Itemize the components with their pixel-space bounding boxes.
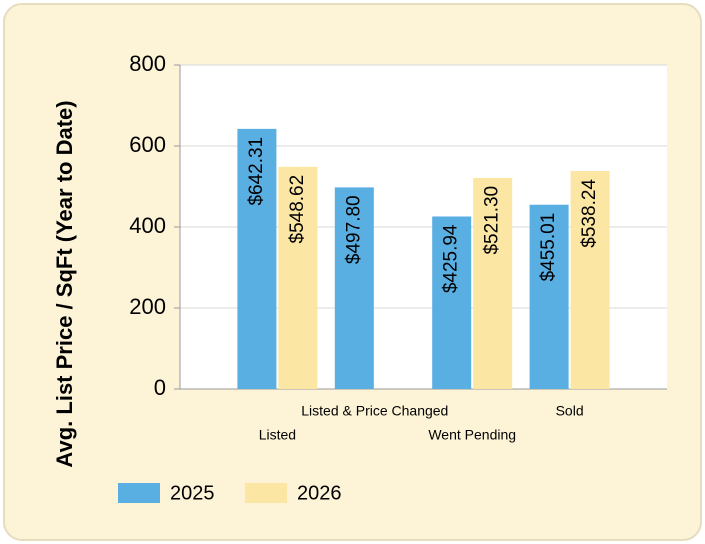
bar	[529, 204, 569, 389]
value-label: $521.30	[482, 186, 503, 255]
value-label: $642.31	[246, 137, 267, 206]
x-tick-label: Listed & Price Changed	[301, 403, 448, 419]
bar	[570, 171, 610, 389]
y-tick-label: 200	[129, 294, 166, 319]
value-label: $425.94	[441, 224, 462, 293]
y-tick-label: 600	[129, 132, 166, 157]
legend-swatch	[245, 483, 287, 503]
legend-swatch	[118, 483, 160, 503]
bar	[237, 128, 277, 390]
x-tick-label: Sold	[556, 403, 584, 419]
y-tick-label: 400	[129, 213, 166, 238]
legend-label: 2026	[297, 482, 342, 504]
bar	[432, 216, 472, 389]
y-tick-label: 0	[154, 375, 166, 400]
bar	[334, 187, 374, 389]
x-tick-label: Listed	[259, 427, 296, 443]
y-tick-label: 800	[129, 51, 166, 76]
bar	[473, 177, 513, 389]
value-label: $538.24	[579, 179, 600, 248]
bar	[278, 166, 318, 389]
value-label: $497.80	[343, 195, 364, 264]
legend-label: 2025	[170, 482, 215, 504]
value-label: $548.62	[287, 175, 308, 244]
y-axis-label: Avg. List Price / SqFt (Year to Date)	[52, 100, 77, 467]
x-tick-label: Went Pending	[428, 427, 516, 443]
value-label: $455.01	[538, 213, 559, 282]
